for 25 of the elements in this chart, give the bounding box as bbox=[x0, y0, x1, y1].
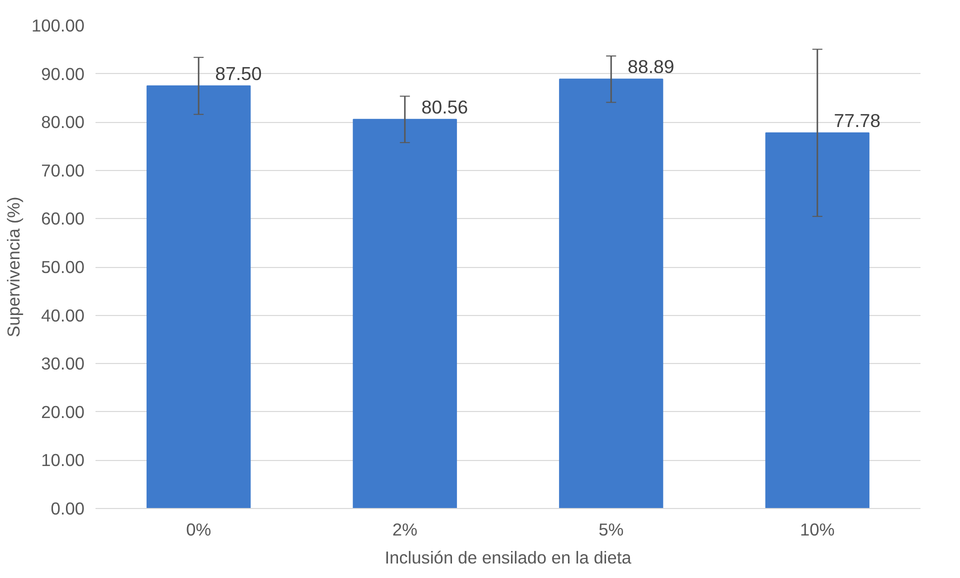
x-tick-label: 5% bbox=[598, 520, 624, 540]
y-tick-label: 100.00 bbox=[32, 16, 84, 36]
x-axis-title: Inclusión de ensilado en la dieta bbox=[384, 548, 632, 568]
y-tick-label: 90.00 bbox=[41, 64, 85, 84]
y-tick-label: 50.00 bbox=[41, 257, 85, 277]
x-tick-label: 2% bbox=[392, 520, 418, 540]
data-label: 88.89 bbox=[628, 56, 674, 78]
data-label: 87.50 bbox=[215, 62, 262, 84]
x-tick-label: 0% bbox=[186, 520, 212, 540]
x-tick-label: 10% bbox=[800, 520, 835, 540]
bar bbox=[352, 118, 457, 508]
data-label: 77.78 bbox=[834, 110, 881, 131]
y-tick-label: 20.00 bbox=[41, 402, 85, 422]
bar bbox=[559, 78, 664, 508]
y-tick-label: 60.00 bbox=[41, 208, 85, 229]
data-label: 80.56 bbox=[421, 96, 468, 118]
y-tick-label: 0.00 bbox=[50, 498, 85, 518]
y-tick-label: 70.00 bbox=[41, 160, 85, 180]
y-tick-label: 30.00 bbox=[41, 354, 85, 374]
y-tick-label: 10.00 bbox=[41, 450, 85, 470]
y-tick-label: 80.00 bbox=[41, 112, 85, 132]
bar bbox=[765, 132, 870, 508]
bar bbox=[146, 85, 251, 508]
y-tick-label: 40.00 bbox=[41, 305, 85, 326]
y-axis-title: Supervivencia (%) bbox=[4, 196, 24, 338]
